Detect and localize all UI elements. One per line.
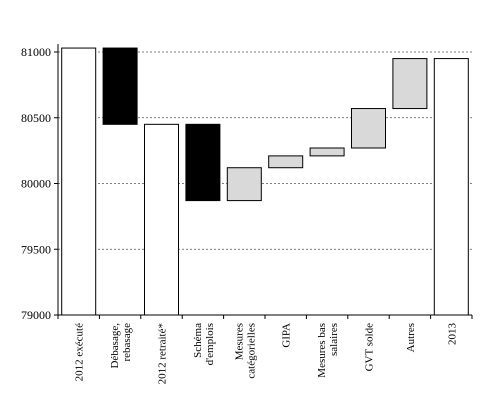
x-label-2012-retraite: 2012 retraité*: [157, 323, 169, 384]
x-label-mesures-bas-salaires-line1: Mesures bas: [316, 323, 328, 378]
bar-2012-retraite: [144, 123, 179, 316]
y-tick-label-79000: 79000: [21, 308, 51, 322]
x-label-2013: 2013: [446, 323, 458, 346]
bar-2012-execute: [61, 47, 97, 316]
axes: [54, 44, 473, 319]
x-label-mesures-categorielles-line2: catégorielles: [245, 323, 257, 379]
bar-autres: [392, 58, 428, 110]
bar-schema-d-emplois: [185, 123, 221, 202]
x-label-debasage-rebasage-line1: Débasage,: [109, 323, 121, 369]
y-tick-labels: 79000 79500 80000 80500 81000: [21, 45, 51, 322]
x-label-gipa: GIPA: [281, 323, 293, 348]
bar-debasage-rebasage: [102, 47, 138, 125]
x-label-schema-d-emplois-line2: d'emplois: [204, 323, 216, 365]
bars: [61, 47, 469, 316]
y-tick-label-80500: 80500: [21, 111, 51, 125]
x-label-schema-d-emplois-line1: Schéma: [192, 323, 204, 358]
bar-gvt-solde: [351, 108, 386, 149]
x-label-2012-execute: 2012 exécuté: [74, 323, 86, 381]
bar-mesures-bas-salaires: [309, 147, 345, 157]
x-label-debasage-rebasage-line2: rebasage: [121, 323, 133, 362]
y-tick-label-80000: 80000: [21, 177, 51, 191]
bar-2013: [433, 58, 469, 316]
x-label-gvt-solde: GVT solde: [364, 323, 376, 371]
x-label-mesures-bas-salaires-line2: salaires: [328, 323, 340, 356]
bar-gipa: [268, 155, 304, 169]
x-label-autres: Autres: [405, 323, 417, 352]
x-label-mesures-categorielles-line1: Mesures: [233, 323, 245, 360]
bar-mesures-categorielles: [226, 167, 262, 202]
y-tick-label-81000: 81000: [21, 45, 51, 59]
y-tick-label-79500: 79500: [21, 242, 51, 256]
x-category-labels: 2012 exécuté Débasage, rebasage 2012 retrai…: [74, 323, 459, 385]
